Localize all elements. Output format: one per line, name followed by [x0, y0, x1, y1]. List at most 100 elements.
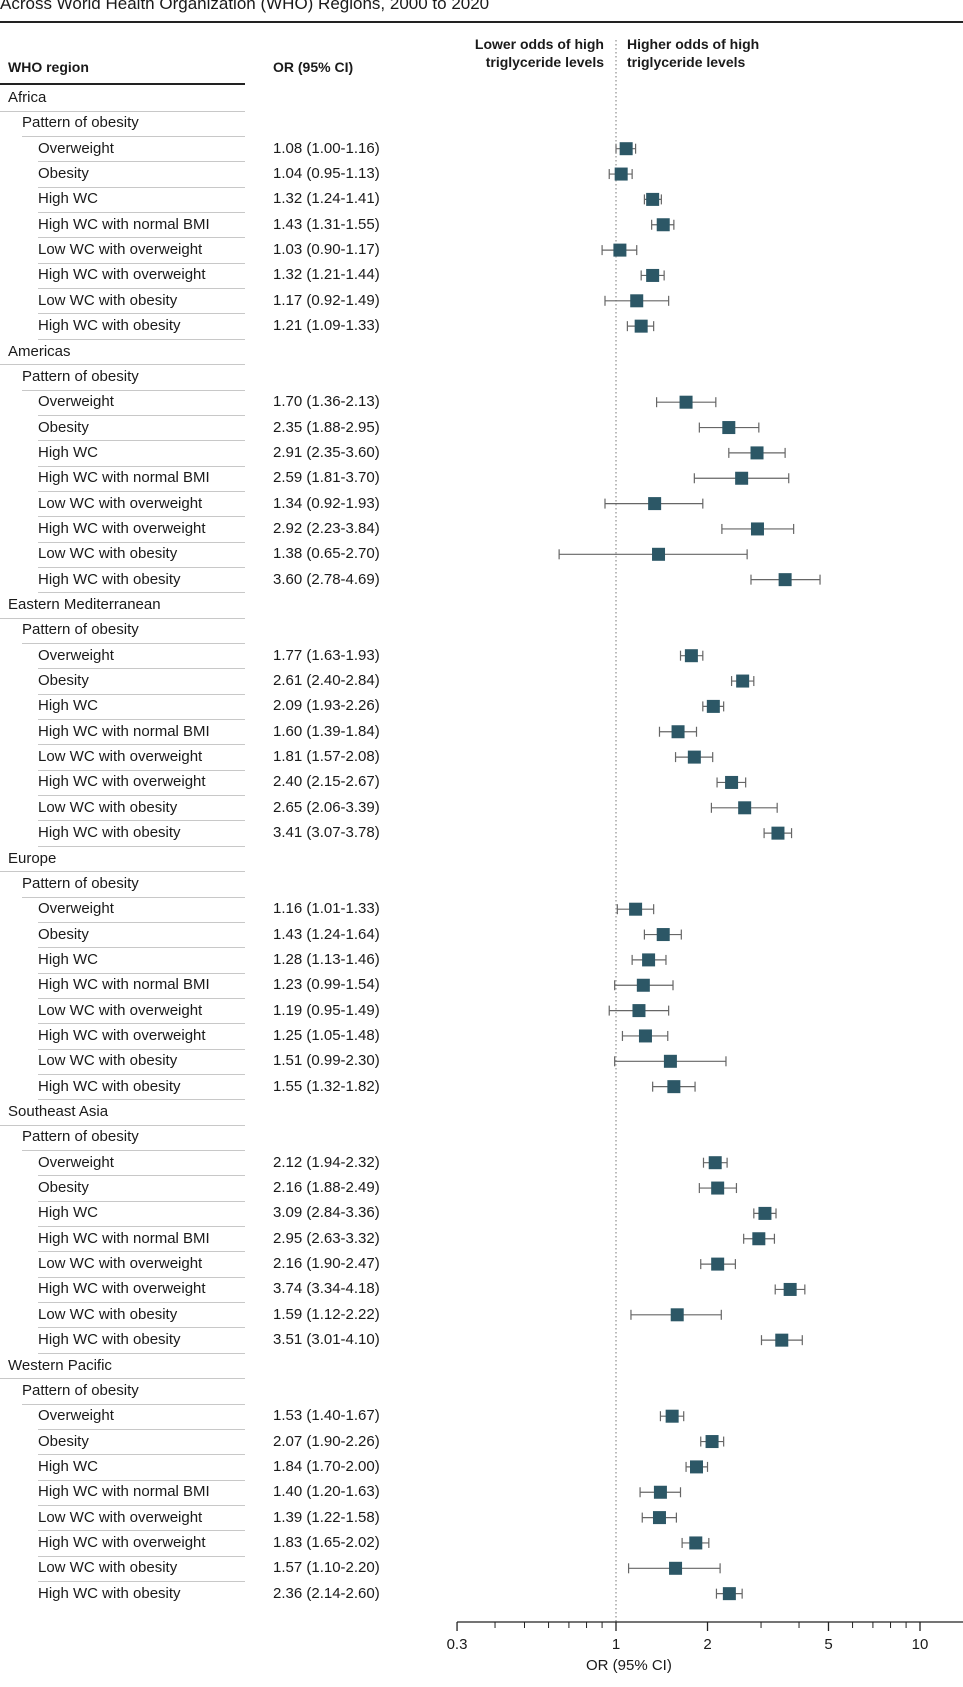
row-separator [38, 795, 245, 797]
row-label: Low WC with obesity [38, 1559, 178, 1577]
column-header-region: WHO region [8, 59, 89, 75]
group-label: Pattern of obesity [22, 114, 139, 132]
row-separator [38, 668, 245, 670]
row-or-ci: 1.70 (1.36-2.13) [273, 393, 380, 411]
point-marker [652, 547, 666, 561]
point-marker [629, 902, 643, 916]
row-or-ci: 1.19 (0.95-1.49) [273, 1001, 380, 1019]
row-or-ci: 1.55 (1.32-1.82) [273, 1077, 380, 1095]
point-marker [646, 192, 660, 206]
row-or-ci: 2.95 (2.63-3.32) [273, 1229, 380, 1247]
group-label: Pattern of obesity [22, 367, 139, 385]
title-rule [0, 21, 963, 23]
row-or-ci: 2.16 (1.88-2.49) [273, 1179, 380, 1197]
row-or-ci: 2.91 (2.35-3.60) [273, 443, 380, 461]
point-marker [711, 1257, 725, 1271]
point-marker [630, 294, 644, 308]
row-label: Low WC with overweight [38, 494, 203, 512]
row-or-ci: 1.38 (0.65-2.70) [273, 545, 380, 563]
row-separator [38, 1302, 245, 1304]
x-tick-label: 1 [611, 1636, 621, 1653]
row-separator [38, 313, 245, 315]
point-marker [613, 243, 627, 257]
row-separator [38, 1226, 245, 1228]
row-or-ci: 2.35 (1.88-2.95) [273, 418, 380, 436]
row-or-ci: 1.28 (1.13-1.46) [273, 950, 380, 968]
row-or-ci: 1.83 (1.65-2.02) [273, 1533, 380, 1551]
row-or-ci: 2.09 (1.93-2.26) [273, 697, 380, 715]
row-separator [38, 237, 245, 239]
row-separator [0, 364, 245, 366]
point-marker [783, 1282, 797, 1296]
region-label: Africa [8, 89, 47, 106]
row-separator [38, 592, 245, 594]
row-or-ci: 3.51 (3.01-4.10) [273, 1331, 380, 1349]
row-label: Low WC with obesity [38, 1305, 178, 1323]
point-marker [656, 218, 670, 232]
point-marker [771, 826, 785, 840]
row-separator [38, 719, 245, 721]
row-separator [38, 1175, 245, 1177]
row-separator [38, 1099, 245, 1101]
point-marker [638, 1029, 652, 1043]
row-separator [38, 1276, 245, 1278]
row-label: Overweight [38, 1407, 114, 1425]
row-separator [38, 1023, 245, 1025]
point-marker [736, 674, 750, 688]
point-marker [636, 978, 650, 992]
row-label: High WC with normal BMI [38, 469, 210, 487]
row-or-ci: 1.51 (0.99-2.30) [273, 1052, 380, 1070]
row-separator [38, 947, 245, 949]
row-separator [38, 1352, 245, 1354]
row-or-ci: 1.04 (0.95-1.13) [273, 165, 380, 183]
point-marker [634, 319, 648, 333]
row-label: High WC with obesity [38, 1331, 181, 1349]
row-separator [38, 1251, 245, 1253]
row-or-ci: 2.36 (2.14-2.60) [273, 1584, 380, 1602]
point-marker [722, 421, 736, 435]
row-separator [38, 262, 245, 264]
row-or-ci: 1.39 (1.22-1.58) [273, 1508, 380, 1526]
row-separator [38, 440, 245, 442]
row-or-ci: 1.23 (0.99-1.54) [273, 976, 380, 994]
row-label: Low WC with obesity [38, 545, 178, 563]
region-label: Americas [8, 342, 71, 360]
point-marker [750, 522, 764, 536]
row-label: High WC [38, 443, 99, 461]
row-separator [38, 541, 245, 543]
row-or-ci: 1.40 (1.20-1.63) [273, 1483, 380, 1501]
row-or-ci: 2.65 (2.06-3.39) [273, 798, 380, 816]
point-marker [738, 801, 752, 815]
row-separator [38, 186, 245, 188]
row-or-ci: 1.03 (0.90-1.17) [273, 241, 380, 259]
row-separator [38, 414, 245, 416]
point-marker [646, 268, 660, 282]
row-or-ci: 1.21 (1.09-1.33) [273, 317, 380, 335]
row-label: High WC with obesity [38, 317, 181, 335]
row-label: High WC with normal BMI [38, 976, 210, 994]
row-separator [38, 845, 245, 847]
row-separator [38, 1327, 245, 1329]
label-lower-odds-2: triglyceride levels [485, 54, 604, 70]
row-separator [22, 896, 245, 898]
row-separator [22, 643, 245, 645]
row-separator [38, 997, 245, 999]
row-label: Low WC with overweight [38, 1508, 203, 1526]
label-lower-odds-1: Lower odds of high [474, 36, 604, 52]
row-separator [38, 1580, 245, 1582]
region-label: Eastern Mediterranean [8, 596, 161, 613]
row-separator [38, 1428, 245, 1430]
row-separator [38, 490, 245, 492]
row-or-ci: 2.92 (2.23-3.84) [273, 519, 380, 537]
point-marker [619, 142, 633, 156]
row-or-ci: 2.16 (1.90-2.47) [273, 1255, 380, 1273]
group-label: Pattern of obesity [22, 1128, 139, 1146]
row-label: Obesity [38, 925, 89, 943]
point-marker [679, 395, 693, 409]
row-or-ci: 1.08 (1.00-1.16) [273, 139, 380, 157]
row-label: High WC with overweight [38, 266, 206, 284]
row-separator [38, 1200, 245, 1202]
row-or-ci: 2.07 (1.90-2.26) [273, 1432, 380, 1450]
point-marker [750, 446, 764, 460]
row-label: High WC with normal BMI [38, 215, 210, 233]
